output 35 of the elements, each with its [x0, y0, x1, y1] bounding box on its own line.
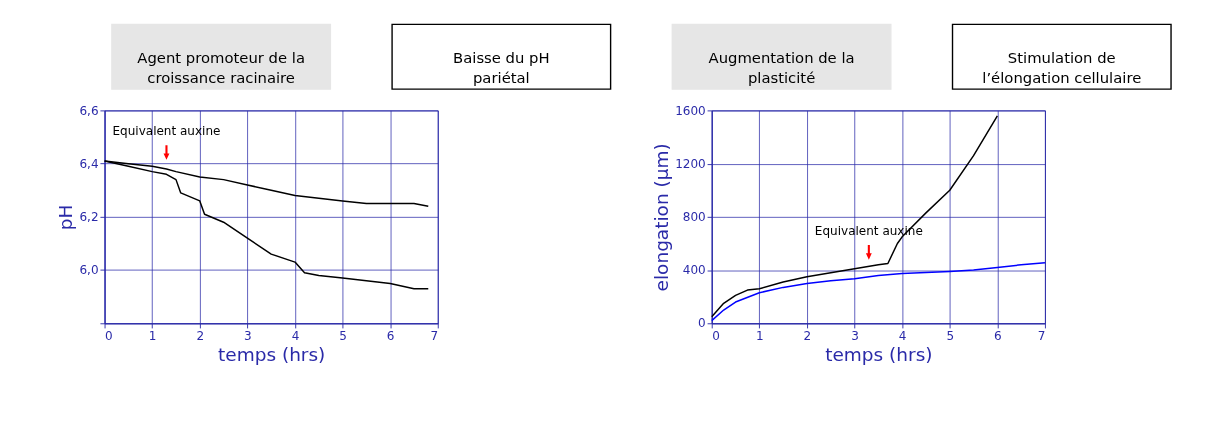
y-tick-label: 1600	[675, 103, 706, 118]
x-tick-label: 0	[712, 328, 720, 343]
x-tick-label: 3	[244, 328, 252, 343]
y-tick-label: 0	[698, 316, 706, 331]
y-tick-label: 6,6	[79, 103, 99, 118]
x-tick-label: 1	[755, 328, 764, 343]
line-series	[711, 115, 999, 318]
x-tick-label: 2	[803, 328, 812, 343]
x-axis-title: temps (hrs)	[825, 343, 933, 365]
x-tick-label: 5	[339, 328, 347, 343]
y-tick-label: 6,0	[79, 263, 99, 278]
x-tick-label: 5	[946, 328, 955, 343]
x-axis-title: temps (hrs)	[217, 343, 326, 365]
text: Augmentation de la plasticité	[708, 48, 855, 87]
x-tick-label: 0	[105, 328, 113, 343]
x-tick-label: 4	[291, 328, 300, 343]
y-tick-label: 6,2	[79, 210, 99, 225]
x-tick-label: 7	[430, 328, 439, 343]
x-tick-label: 7	[1037, 328, 1046, 343]
text: Stimulation de l’élongation cellulaire	[982, 48, 1142, 87]
y-axis-title: elongation (µm)	[650, 143, 672, 292]
x-tick-label: 6	[386, 328, 395, 343]
y-tick-label: 400	[682, 263, 706, 278]
y-tick-label: 6,4	[79, 156, 99, 171]
x-tick-label: 6	[994, 328, 1002, 343]
x-tick-label: 4	[898, 328, 907, 343]
x-tick-label: 1	[148, 328, 157, 343]
text: Agent promoteur de la croissance racinaire	[137, 48, 305, 87]
y-tick-label: 800	[682, 210, 706, 225]
annotation: Equivalent auxine	[112, 123, 221, 138]
y-axis-title: pH	[55, 204, 77, 231]
y-tick-label: 1200	[675, 156, 706, 171]
x-tick-label: 2	[196, 328, 205, 343]
x-tick-label: 3	[851, 328, 859, 343]
text: Baisse du pH pariétal	[453, 48, 550, 87]
